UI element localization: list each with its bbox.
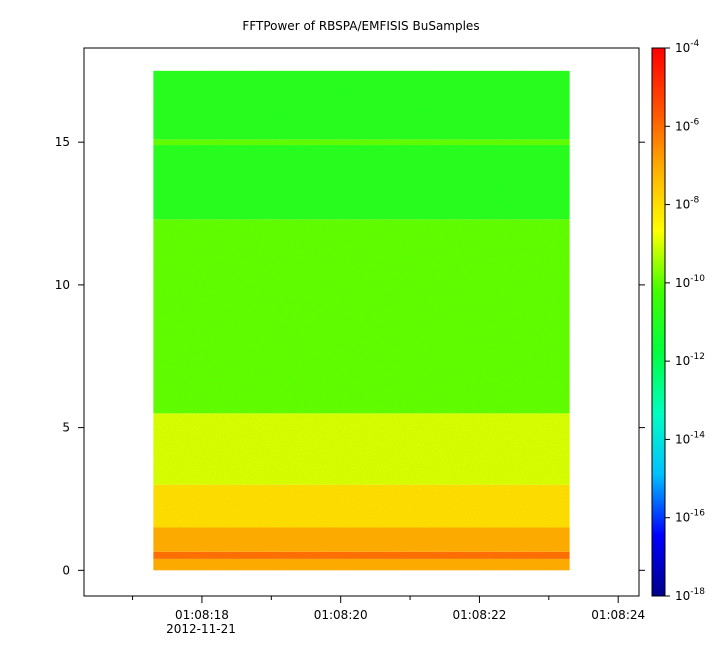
y-tick-label: 10 bbox=[55, 278, 70, 292]
colorbar-ticks: 10-4 10-6 10-8 10-10 10-12 10-14 10-16 10-18 bbox=[665, 39, 705, 603]
x-tick-label: 01:08:22 bbox=[452, 608, 506, 622]
colorbar-tick-label: 10-14 bbox=[675, 430, 705, 446]
x-axis: 01:08:18 01:08:20 01:08:22 01:08:24 bbox=[132, 596, 645, 622]
colorbar bbox=[651, 47, 666, 597]
chart-title: FFTPower of RBSPA/EMFISIS BuSamples bbox=[242, 19, 479, 33]
colorbar-tick-label: 10-4 bbox=[675, 39, 700, 55]
colorbar-tick-label: 10-12 bbox=[675, 352, 705, 368]
heatmap-texture bbox=[153, 70, 570, 571]
y-tick-label: 15 bbox=[55, 135, 70, 149]
x-tick-label: 01:08:18 bbox=[175, 608, 229, 622]
x-tick-label: 01:08:20 bbox=[314, 608, 368, 622]
colorbar-tick-label: 10-16 bbox=[675, 509, 705, 525]
colorbar-tick-label: 10-10 bbox=[675, 274, 705, 290]
colorbar-tick-label: 10-8 bbox=[675, 196, 700, 212]
y-axis: 0 5 10 15 bbox=[55, 135, 645, 577]
y-tick-label: 5 bbox=[62, 421, 70, 435]
y-tick-label: 0 bbox=[62, 563, 70, 577]
colorbar-tick-label: 10-18 bbox=[675, 587, 705, 603]
colorbar-tick-label: 10-6 bbox=[675, 117, 700, 133]
x-tick-label: 01:08:24 bbox=[591, 608, 645, 622]
x-axis-date-label: 2012-11-21 bbox=[166, 622, 236, 636]
